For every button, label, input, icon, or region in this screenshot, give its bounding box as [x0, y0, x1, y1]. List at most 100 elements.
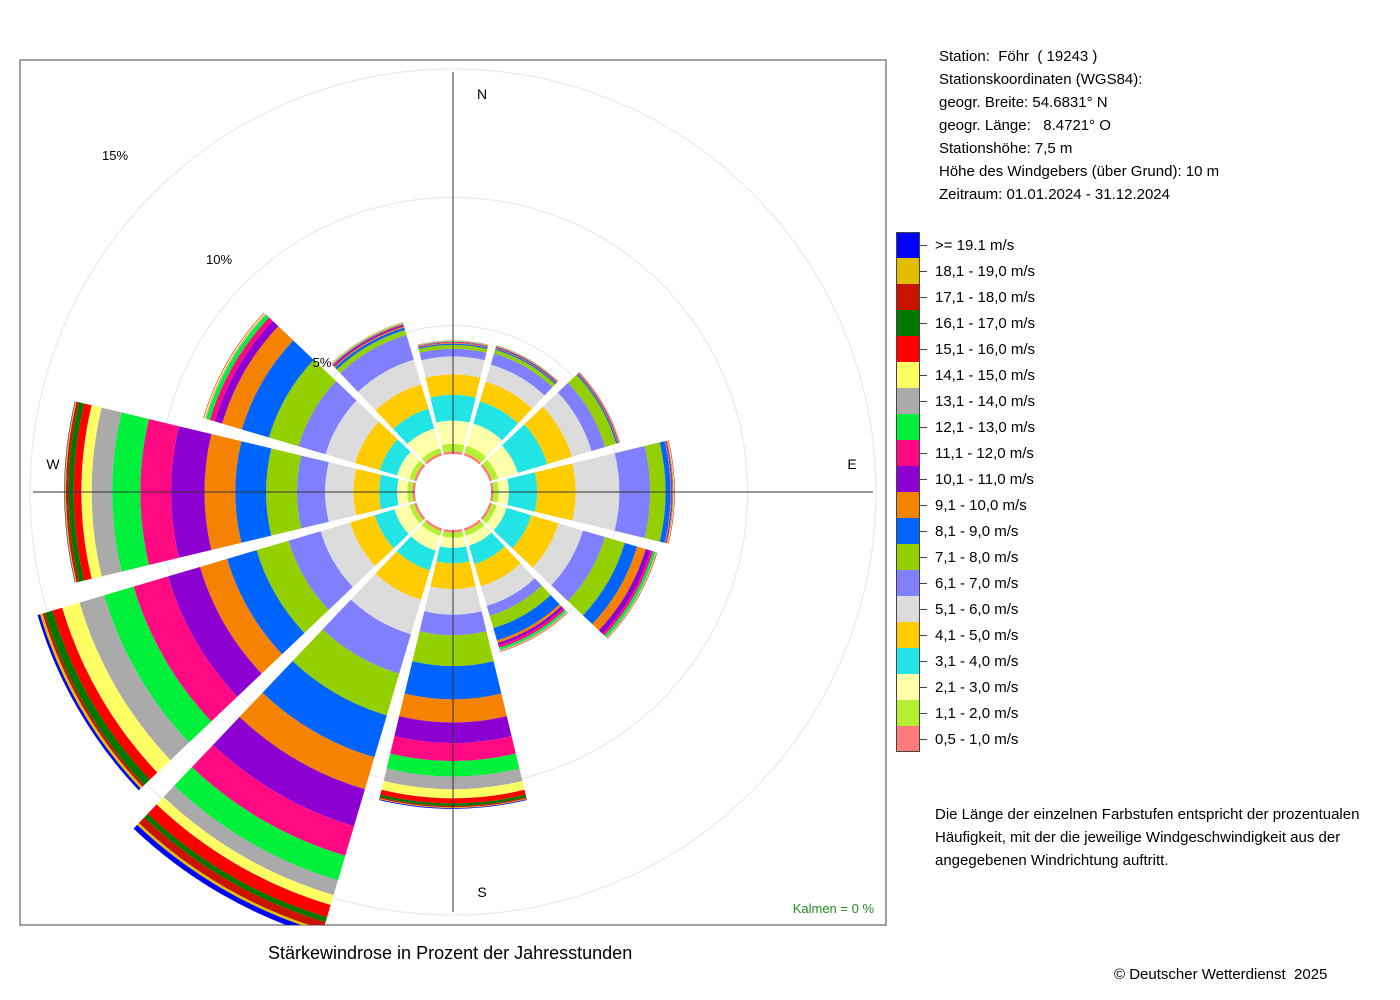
- legend-tick: [920, 479, 927, 480]
- sector-210: [133, 519, 443, 925]
- sector-120-bin-1: [482, 503, 497, 524]
- radial-tick-10: 10%: [206, 252, 232, 267]
- sector-180-bin-18: [379, 798, 527, 808]
- sector-60-bin-6: [557, 382, 606, 451]
- sector-330-bin-2: [407, 428, 441, 459]
- sector-150-bin-2: [465, 525, 492, 546]
- legend-tick: [920, 245, 927, 246]
- sector-180-bin-16: [379, 794, 527, 806]
- legend-item: 7,1 - 8,0 m/s: [896, 544, 1096, 570]
- legend-tick: [920, 635, 927, 636]
- sector-0-bin-7: [418, 344, 488, 353]
- legend-tick: [920, 505, 927, 506]
- legend-tick: [920, 583, 927, 584]
- sector-60-bin-0: [480, 464, 492, 482]
- sector-210-bin-11: [191, 744, 354, 856]
- sector-30-bin-4: [479, 381, 533, 424]
- sector-180-bin-15: [380, 789, 526, 804]
- sector-0-bin-10: [418, 342, 488, 347]
- sector-120-bin-9: [592, 546, 646, 631]
- sector-300-bin-8: [241, 340, 314, 438]
- legend-tick: [920, 323, 927, 324]
- legend-tick: [920, 687, 927, 688]
- calm-label: Kalmen = 0 %: [793, 901, 875, 916]
- sector-300: [203, 312, 426, 482]
- sector-30-bin-6: [490, 353, 553, 396]
- legend-swatch: [896, 232, 920, 258]
- legend-item: 3,1 - 4,0 m/s: [896, 648, 1096, 674]
- legend-label: >= 19.1 m/s: [935, 237, 1015, 254]
- legend-item: 16,1 - 17,0 m/s: [896, 310, 1096, 336]
- sector-150-bin-4: [474, 546, 521, 587]
- sector-210-bin-9: [239, 692, 375, 790]
- sector-270-bin-19: [64, 401, 76, 583]
- legend-swatch: [896, 310, 920, 336]
- legend-tick: [920, 271, 927, 272]
- legend-label: 16,1 - 17,0 m/s: [935, 315, 1036, 332]
- sector-270-bin-17: [65, 401, 80, 583]
- sector-120-bin-4: [512, 515, 559, 568]
- sector-0-bin-11: [417, 341, 489, 347]
- legend-tick: [920, 557, 927, 558]
- legend-item: >= 19.1 m/s: [896, 232, 1096, 258]
- sector-150-bin-8: [493, 594, 560, 641]
- sector-150-bin-6: [486, 578, 542, 616]
- calm-circle: [415, 454, 491, 530]
- sector-330-bin-3: [393, 408, 435, 444]
- sector-300-bin-11: [209, 317, 273, 422]
- legend-item: 18,1 - 19,0 m/s: [896, 258, 1096, 284]
- sector-300-bin-12: [206, 314, 270, 420]
- legend-item: 14,1 - 15,0 m/s: [896, 362, 1096, 388]
- sector-60: [480, 372, 621, 482]
- sector-120-bin-0: [480, 502, 492, 520]
- station-latitude: geogr. Breite: 54.6831° N: [939, 94, 1108, 111]
- legend-swatch: [896, 466, 920, 492]
- station-info: Station: Föhr ( 19243 ) Stationskoordina…: [939, 45, 1219, 206]
- legend-swatch: [896, 622, 920, 648]
- sector-270-bin-16: [68, 402, 85, 582]
- sector-180-bin-17: [379, 797, 527, 808]
- legend-label: 11,1 - 12,0 m/s: [935, 445, 1034, 462]
- sector-240-bin-0: [414, 502, 426, 520]
- sector-240-bin-16: [44, 610, 150, 785]
- legend-label: 15,1 - 16,0 m/s: [935, 341, 1036, 358]
- sector-150-bin-12: [499, 609, 567, 650]
- sector-240-bin-15: [52, 607, 158, 780]
- sector-90-bin-12: [666, 440, 674, 544]
- sector-60-bin-7: [568, 374, 617, 447]
- sector-120-bin-3: [493, 507, 532, 549]
- legend-swatch: [896, 336, 920, 362]
- sector-90-bin-15: [668, 440, 675, 544]
- sector-210-bin-3: [396, 536, 436, 571]
- legend-swatch: [896, 518, 920, 544]
- legend-item: 2,1 - 3,0 m/s: [896, 674, 1096, 700]
- note-line-2: Häufigkeit, mit der die jeweilige Windge…: [935, 829, 1341, 846]
- legend-label: 3,1 - 4,0 m/s: [935, 653, 1019, 670]
- sector-240-bin-4: [350, 515, 394, 566]
- sector-150-bin-0: [463, 519, 481, 531]
- legend-label: 6,1 - 7,0 m/s: [935, 575, 1019, 592]
- sector-210-bin-15: [147, 804, 331, 918]
- sector-270-bin-18: [64, 401, 77, 583]
- sector-30: [463, 345, 559, 465]
- legend-swatch: [896, 544, 920, 570]
- sector-210-bin-8: [262, 661, 387, 758]
- legend-item: 12,1 - 13,0 m/s: [896, 414, 1096, 440]
- sector-150-bin-3: [468, 532, 505, 565]
- legend-tick: [920, 739, 927, 740]
- sector-210-bin-14: [156, 796, 334, 905]
- sector-330-bin-7: [336, 330, 407, 374]
- legend-label: 1,1 - 2,0 m/s: [935, 705, 1019, 722]
- sector-0-bin-15: [417, 340, 489, 345]
- compass-axes: [33, 72, 873, 912]
- station-name: Station: Föhr ( 19243 ): [939, 48, 1098, 65]
- station-elevation: Stationshöhe: 7,5 m: [939, 140, 1073, 157]
- sector-240-bin-9: [200, 558, 283, 674]
- legend-label: 8,1 - 9,0 m/s: [935, 523, 1019, 540]
- legend-tick: [920, 713, 927, 714]
- legend-label: 12,1 - 13,0 m/s: [935, 419, 1036, 436]
- sector-90-bin-14: [667, 440, 675, 544]
- sector-150-bin-9: [496, 604, 562, 643]
- sector-240-bin-8: [227, 550, 305, 655]
- legend-label: 14,1 - 15,0 m/s: [935, 367, 1036, 384]
